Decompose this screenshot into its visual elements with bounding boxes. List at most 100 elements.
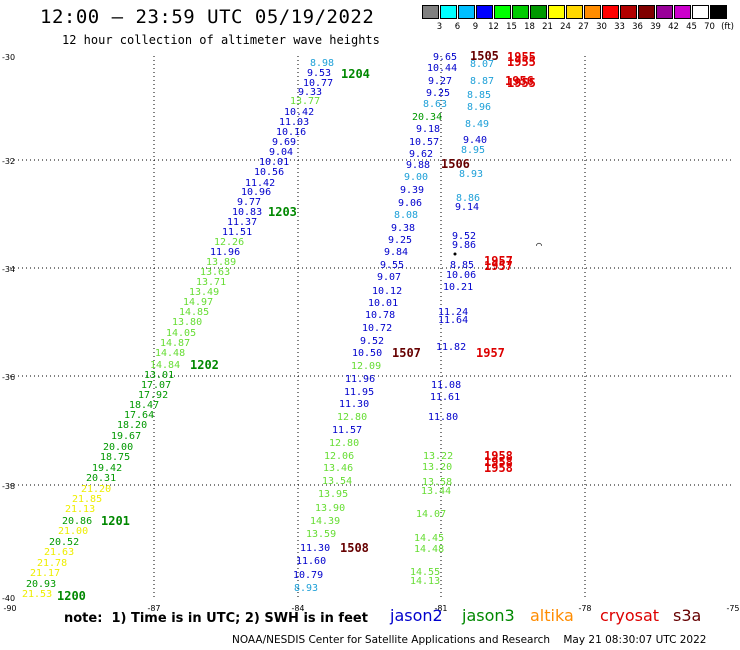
swh-reading: 10.44 — [427, 63, 457, 74]
swh-reading: 10.79 — [293, 570, 323, 581]
swh-reading: 11.03 — [279, 117, 309, 128]
swh-reading: 13.71 — [196, 277, 226, 288]
scale-swatch — [620, 5, 637, 19]
swh-reading: 10.77 — [303, 78, 333, 89]
swh-reading: 9.77 — [237, 197, 261, 208]
swh-reading: 8.49 — [465, 119, 489, 130]
swh-reading: 20.00 — [103, 442, 133, 453]
lon-tick-label: -78 — [578, 604, 591, 613]
lon-tick-label: -87 — [147, 604, 160, 613]
pass-time-label: 1505 — [470, 49, 499, 63]
swh-reading: 11.51 — [222, 227, 252, 238]
swh-reading: 13.95 — [318, 489, 348, 500]
scale-label: 27 — [578, 22, 589, 32]
swh-reading: 8.86 — [456, 193, 480, 204]
swh-reading: 10.16 — [276, 127, 306, 138]
swh-reading: 14.97 — [183, 297, 213, 308]
swh-reading: 9.25 — [426, 88, 450, 99]
lat-tick-label: -34 — [2, 265, 15, 274]
swh-reading: 9.04 — [269, 147, 293, 158]
swh-reading: 9.00 — [404, 172, 428, 183]
lat-tick-label: -36 — [2, 373, 15, 382]
swh-reading: 13.90 — [315, 503, 345, 514]
swh-reading: 10.21 — [443, 282, 473, 293]
lat-tick-label: -40 — [2, 594, 15, 603]
pass-time-label: 1958 — [484, 449, 513, 463]
swh-reading: 9.65 — [433, 52, 457, 63]
swh-reading: 13.20 — [422, 462, 452, 473]
swh-reading: 21.17 — [30, 568, 60, 579]
swh-reading: 9.18 — [416, 124, 440, 135]
swh-reading: 8.07 — [470, 59, 494, 70]
swh-reading: 9.53 — [307, 68, 331, 79]
scale-swatch — [638, 5, 655, 19]
scale-label: 33 — [614, 22, 625, 32]
swh-reading: 11.57 — [332, 425, 362, 436]
swh-reading: 13.46 — [323, 463, 353, 474]
pass-time-label: 1958 — [484, 461, 513, 475]
swh-reading: 20.86 — [62, 516, 92, 527]
swh-reading: 14.48 — [414, 544, 444, 555]
swh-reading: 13.49 — [189, 287, 219, 298]
swh-reading: 9.84 — [384, 247, 408, 258]
swh-reading: 13.89 — [206, 257, 236, 268]
scale-swatch — [656, 5, 673, 19]
coast-mark: ⌒ — [536, 240, 543, 251]
legend-entry-s3a: s3a — [673, 606, 702, 625]
scale-swatch — [512, 5, 529, 19]
scale-label: 30 — [596, 22, 607, 32]
scale-swatch — [422, 5, 439, 19]
swh-reading: 14.05 — [166, 328, 196, 339]
swh-reading: 18.47 — [129, 400, 159, 411]
swh-reading: 8.63 — [423, 99, 447, 110]
scale-label: 18 — [524, 22, 535, 32]
pass-time-label: 1203 — [268, 205, 297, 219]
scale-label: 45 — [686, 22, 697, 32]
pass-time-label: 1506 — [441, 157, 470, 171]
swh-reading: 17.92 — [138, 390, 168, 401]
pass-time-label: 1955 — [507, 76, 536, 90]
swh-reading: 11.42 — [245, 178, 275, 189]
scale-label: 15 — [506, 22, 517, 32]
swh-reading: 8.93 — [294, 583, 318, 594]
swh-reading: 20.52 — [49, 537, 79, 548]
swh-reading: 14.48 — [155, 348, 185, 359]
scale-label: 12 — [488, 22, 499, 32]
swh-reading: 21.13 — [65, 504, 95, 515]
scale-swatch — [440, 5, 457, 19]
swh-reading: 11.24 — [438, 307, 468, 318]
scale-swatch — [458, 5, 475, 19]
scale-swatch — [566, 5, 583, 19]
scale-label: 39 — [650, 22, 661, 32]
swh-reading: 9.25 — [388, 235, 412, 246]
swh-reading: 10.01 — [368, 298, 398, 309]
swh-reading: 10.72 — [362, 323, 392, 334]
swh-reading: 9.86 — [452, 240, 476, 251]
swh-reading: 11.08 — [431, 380, 461, 391]
swh-reading: 13.22 — [423, 451, 453, 462]
legend-entry-altika: altika — [530, 606, 574, 625]
swh-reading: 14.85 — [179, 307, 209, 318]
swh-reading: 11.82 — [436, 342, 466, 353]
swh-reading: 14.07 — [416, 509, 446, 520]
swh-reading: 11.95 — [344, 387, 374, 398]
swh-reading: 9.40 — [463, 135, 487, 146]
scale-swatch — [494, 5, 511, 19]
swh-reading: 13.59 — [306, 529, 336, 540]
scale-swatch — [530, 5, 547, 19]
scale-label: 9 — [472, 22, 479, 32]
units-note: note: 1) Time is in UTC; 2) SWH is in fe… — [64, 611, 368, 626]
swh-reading: 18.75 — [100, 452, 130, 463]
swh-reading: 11.30 — [300, 543, 330, 554]
track-dot — [453, 252, 457, 256]
swh-reading: 13.54 — [322, 476, 352, 487]
swh-reading: 21.00 — [58, 526, 88, 537]
swh-reading: 8.85 — [467, 90, 491, 101]
swh-reading: 18.20 — [117, 420, 147, 431]
pass-time-label: 1204 — [341, 67, 370, 81]
swh-reading: 10.42 — [284, 107, 314, 118]
swh-reading: 9.55 — [380, 260, 404, 271]
swh-reading: 8.08 — [394, 210, 418, 221]
swh-reading: 10.83 — [232, 207, 262, 218]
pass-time-label: 1201 — [101, 514, 130, 528]
